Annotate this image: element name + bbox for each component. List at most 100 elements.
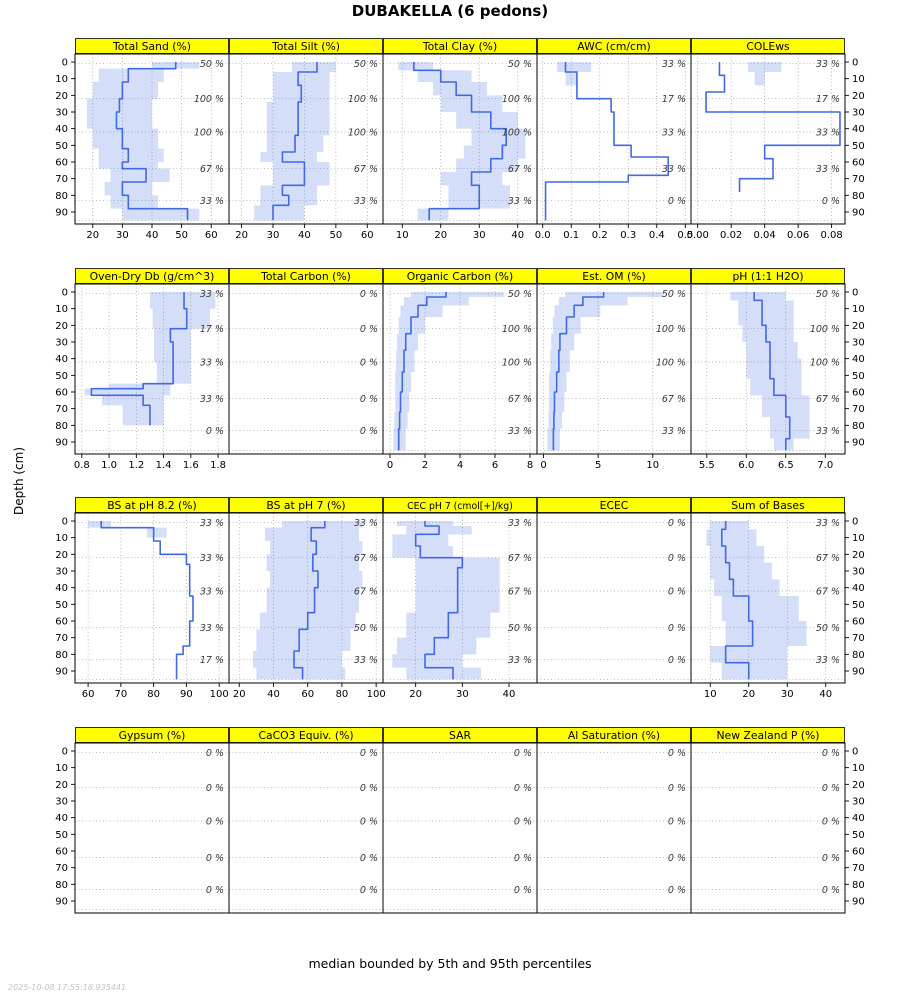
plot-title: DUBAKELLA (6 pedons) xyxy=(351,2,549,20)
x-tick-label: 30 xyxy=(781,689,794,700)
depth-tick-label: 10 xyxy=(852,533,865,544)
contributing-fraction-label: 100 % xyxy=(348,94,378,105)
panel-new-zealand-p: New Zealand P (%)0 %0 %0 %0 %0 % xyxy=(690,727,846,914)
median-line xyxy=(413,62,507,221)
depth-tick-label: 80 xyxy=(55,650,68,661)
panel-strip-title: CEC pH 7 (cmol[+]/kg) xyxy=(407,501,513,512)
contributing-fraction-label: 67 % xyxy=(816,394,840,405)
panel-ecec: ECEC 0 % 0 % 0 % 0 % 0 % xyxy=(536,497,692,684)
percentile-band xyxy=(706,521,807,680)
depth-tick-label: 50 xyxy=(55,830,68,841)
contributing-fraction-label: 17 % xyxy=(662,94,686,105)
contributing-fraction-label: 0 % xyxy=(668,748,686,759)
x-tick-label: 6.0 xyxy=(738,460,754,471)
contributing-fraction-label: 17 % xyxy=(816,94,840,105)
contributing-fraction-label: 67 % xyxy=(508,394,532,405)
contributing-fraction-label: 67 % xyxy=(354,553,378,564)
depth-tick-label: 90 xyxy=(852,208,865,219)
panel-strip-title: Total Carbon (%) xyxy=(260,270,351,283)
x-tick-label: 0.08 xyxy=(820,230,842,241)
contributing-fraction-label: 100 % xyxy=(656,324,686,335)
contributing-fraction-label: 0 % xyxy=(360,289,378,300)
contributing-fraction-label: 50 % xyxy=(354,59,378,70)
x-tick-label: 60 xyxy=(301,689,314,700)
depth-tick-label: 10 xyxy=(55,304,68,315)
contributing-fraction-label: 0 % xyxy=(360,783,378,794)
depth-tick-label: 40 xyxy=(852,583,865,594)
contributing-fraction-label: 67 % xyxy=(816,553,840,564)
depth-tick-label: 70 xyxy=(55,633,68,644)
contributing-fraction-label: 67 % xyxy=(200,164,224,175)
contributing-fraction-label: 50 % xyxy=(200,59,224,70)
contributing-fraction-label: 0 % xyxy=(668,655,686,666)
contributing-fraction-label: 0 % xyxy=(668,196,686,207)
percentile-band xyxy=(398,62,526,221)
x-tick-label: 2 xyxy=(422,460,428,471)
depth-axis-right: 0 10 20 30 40 50 60 70 80 90 xyxy=(845,288,865,449)
percentile-band xyxy=(547,292,664,451)
panel-strip-title: Total Clay (%) xyxy=(422,40,497,53)
contributing-fraction-label: 33 % xyxy=(200,289,224,300)
contributing-fraction-label: 0 % xyxy=(360,394,378,405)
panel-oven-dry-db-g-cm-3: Oven-Dry Db (g/cm^3) 33 % 17 % 33 % 33 % 0 % 0… xyxy=(74,268,230,471)
x-tick-label: 4 xyxy=(457,460,463,471)
contributing-fraction-label: 33 % xyxy=(816,655,840,666)
depth-tick-label: 70 xyxy=(852,863,865,874)
depth-tick-label: 0 xyxy=(852,288,858,299)
contributing-fraction-label: 0 % xyxy=(514,853,532,864)
contributing-fraction-label: 33 % xyxy=(200,518,224,529)
panel-gypsum: Gypsum (%) 0 % 0 % 0 % 0 % 0 % xyxy=(74,727,230,914)
contributing-fraction-label: 0 % xyxy=(360,324,378,335)
contributing-fraction-label: 0 % xyxy=(206,748,224,759)
x-tick-label: 10 xyxy=(646,460,659,471)
x-tick-label: 40 xyxy=(511,230,524,241)
x-tick-label: 1.4 xyxy=(156,460,172,471)
contributing-fraction-label: 0 % xyxy=(206,426,224,437)
depth-tick-label: 40 xyxy=(852,354,865,365)
contributing-fraction-label: 0 % xyxy=(360,817,378,828)
contributing-fraction-label: 50 % xyxy=(816,289,840,300)
contributing-fraction-label: 33 % xyxy=(200,553,224,564)
depth-tick-label: 60 xyxy=(55,388,68,399)
contributing-fraction-label: 0 % xyxy=(822,885,840,896)
depth-tick-label: 80 xyxy=(55,421,68,432)
contributing-fraction-label: 33 % xyxy=(354,518,378,529)
depth-tick-label: 90 xyxy=(55,208,68,219)
contributing-fraction-label: 33 % xyxy=(200,358,224,369)
depth-tick-label: 40 xyxy=(55,813,68,824)
contributing-fraction-label: 0 % xyxy=(360,358,378,369)
panel-caco3-equiv: CaCO3 Equiv. (%) 0 % 0 % 0 % 0 % 0 % xyxy=(228,727,384,914)
contributing-fraction-label: 100 % xyxy=(502,358,532,369)
x-tick-label: 30 xyxy=(116,230,129,241)
x-tick-label: 30 xyxy=(473,230,486,241)
panel-strip-title: SAR xyxy=(449,729,471,742)
median-line xyxy=(552,292,605,451)
contributing-fraction-label: 17 % xyxy=(200,655,224,666)
contributing-fraction-label: 33 % xyxy=(816,426,840,437)
depth-tick-label: 40 xyxy=(55,124,68,135)
contributing-fraction-label: 33 % xyxy=(662,426,686,437)
depth-tick-label: 40 xyxy=(852,813,865,824)
x-tick-label: 5.5 xyxy=(699,460,715,471)
depth-axis-left: 0 10 20 30 40 50 60 70 80 90 xyxy=(55,58,75,219)
contributing-fraction-label: 67 % xyxy=(816,587,840,598)
panel-strip-title: Est. OM (%) xyxy=(582,270,645,283)
x-tick-label: 10 xyxy=(704,689,717,700)
depth-tick-label: 90 xyxy=(55,897,68,908)
panel-strip-title: Total Sand (%) xyxy=(112,40,191,53)
contributing-fraction-label: 0 % xyxy=(668,518,686,529)
contributing-fraction-label: 100 % xyxy=(810,358,840,369)
contributing-fraction-label: 33 % xyxy=(508,196,532,207)
x-tick-label: 20 xyxy=(86,230,99,241)
contributing-fraction-label: 33 % xyxy=(508,518,532,529)
depth-tick-label: 80 xyxy=(852,191,865,202)
depth-tick-label: 90 xyxy=(852,667,865,678)
depth-tick-label: 50 xyxy=(55,371,68,382)
depth-tick-label: 20 xyxy=(852,321,865,332)
contributing-fraction-label: 33 % xyxy=(816,518,840,529)
depth-tick-label: 80 xyxy=(55,880,68,891)
depth-tick-label: 60 xyxy=(852,388,865,399)
depth-tick-label: 30 xyxy=(55,567,68,578)
depth-tick-label: 0 xyxy=(852,747,858,758)
